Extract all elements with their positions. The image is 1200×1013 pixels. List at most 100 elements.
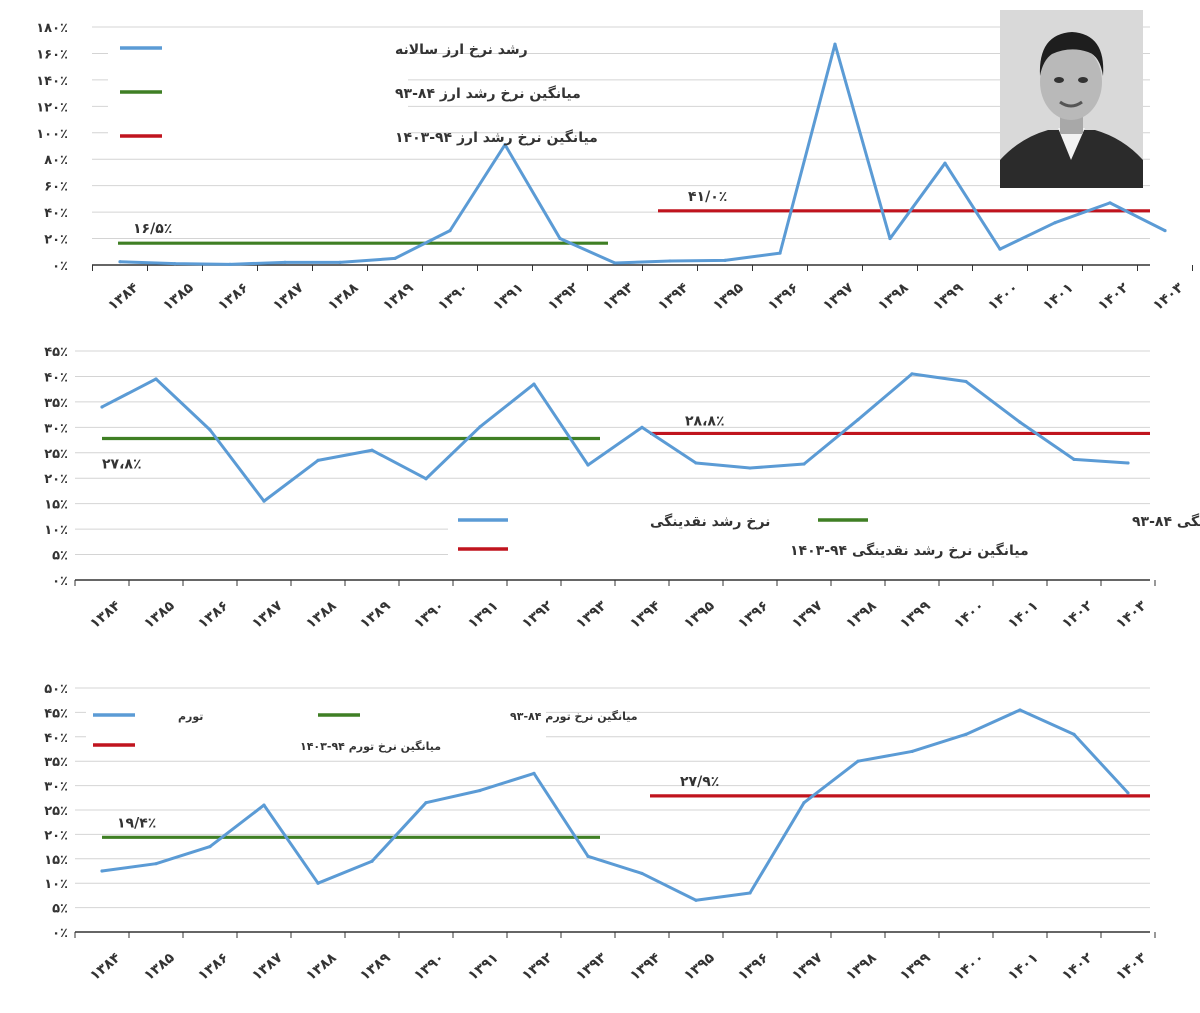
y-tick-label: ۴۵٪ [44, 345, 68, 360]
x-tick-label: ۱۳۹۴ [627, 598, 664, 633]
x-tick-label: ۱۳۸۸ [325, 280, 362, 315]
data-point [1018, 708, 1022, 712]
y-tick-label: ۶۰٪ [44, 180, 68, 195]
x-tick-label: ۱۳۹۰ [435, 280, 471, 314]
x-tick-label: ۱۳۹۳ [600, 280, 637, 315]
x-tick-label: ۱۳۹۸ [843, 598, 880, 633]
y-tick-label: ۳۰٪ [44, 780, 68, 795]
data-point [173, 262, 177, 266]
data-point [208, 845, 212, 849]
x-tick-label: ۱۳۸۹ [357, 598, 394, 633]
average-value-label: ۲۸،۸٪ [685, 413, 725, 429]
data-point [262, 803, 266, 807]
x-tick-label: ۱۳۹۱ [490, 280, 526, 314]
y-tick-label: ۱۲۰٪ [36, 100, 68, 115]
x-tick-label: ۱۳۹۷ [820, 280, 857, 315]
data-point [694, 461, 698, 465]
x-tick-label: ۱۳۹۰ [411, 950, 447, 984]
x-tick-label: ۱۳۸۸ [303, 950, 340, 985]
series-line [119, 42, 1166, 266]
x-tick-label: ۱۳۹۸ [875, 280, 912, 315]
data-point [723, 258, 727, 262]
x-tick-label: ۱۳۹۶ [735, 950, 771, 984]
data-point [532, 382, 536, 386]
data-point [964, 379, 968, 384]
average-value-label: ۴۱/۰٪ [688, 189, 727, 205]
data-point [586, 854, 590, 858]
average-value-label: ۱۹/۴٪ [117, 815, 156, 831]
x-tick-label: ۱۳۹۳ [573, 950, 610, 985]
y-tick-label: ۱۵٪ [44, 498, 68, 513]
data-point [833, 42, 837, 46]
y-tick-label: ۲۰٪ [44, 828, 68, 843]
legend-entry: میانگین نرخ رشد نقدینگی ۹۴-۱۴۰۳ [790, 542, 1029, 559]
data-point [154, 862, 158, 866]
x-tick-label: ۱۳۸۶ [195, 950, 231, 984]
y-tick-label: ۰٪ [52, 574, 68, 589]
y-tick-label: ۴۰٪ [44, 731, 68, 746]
legend-entry: میانگین نرخ تورم ۹۴-۱۴۰۳ [300, 740, 441, 753]
portrait-icon [1000, 10, 1143, 188]
x-tick-label: ۱۳۹۲ [545, 280, 582, 315]
y-tick-label: ۳۵٪ [44, 396, 68, 411]
data-point [393, 256, 397, 260]
data-point [283, 260, 287, 264]
x-tick-label: ۱۳۹۷ [789, 598, 826, 633]
average-value-label: ۲۷/۹٪ [680, 774, 719, 790]
x-tick-label: ۱۳۸۶ [215, 280, 251, 314]
data-point [613, 261, 617, 265]
y-tick-label: ۲۰٪ [44, 472, 68, 487]
data-point [778, 251, 782, 255]
portrait-photo [1000, 10, 1143, 188]
data-point [262, 499, 266, 503]
legend-entry: نرخ رشد نقدینگی [650, 513, 770, 530]
y-tick-label: ۴۰٪ [44, 370, 68, 385]
x-tick-label: ۱۳۹۲ [519, 598, 556, 633]
data-point [154, 377, 158, 381]
x-tick-label: ۱۳۹۱ [465, 950, 501, 984]
y-tick-label: ۱۶۰٪ [36, 47, 68, 62]
x-tick-label: ۱۳۹۲ [519, 950, 556, 985]
data-point [1072, 457, 1076, 461]
data-point [316, 881, 320, 885]
x-tick-label: ۱۴۰۱ [1005, 950, 1041, 984]
legend-entry: میانگین نرخ رشد ارز ۹۴-۱۴۰۳ [395, 129, 598, 146]
x-tick-label: ۱۳۹۰ [411, 598, 447, 632]
x-tick-label: ۱۴۰۰ [951, 598, 987, 632]
data-point [424, 801, 428, 805]
average-value-label: ۲۷،۸٪ [102, 457, 142, 473]
data-point [448, 229, 452, 233]
y-tick-label: ۱۰۰٪ [36, 127, 68, 142]
y-tick-label: ۴۰٪ [44, 206, 68, 221]
data-point [100, 869, 104, 873]
data-point [802, 462, 806, 466]
data-point [1018, 420, 1022, 424]
x-tick-label: ۱۳۹۱ [465, 598, 501, 632]
data-point [1053, 221, 1057, 225]
x-tick-label: ۱۳۹۵ [681, 950, 718, 985]
data-point [503, 143, 507, 147]
data-point [1126, 461, 1130, 465]
x-tick-label: ۱۳۸۵ [160, 280, 197, 315]
x-tick-label: ۱۴۰۳ [1113, 598, 1150, 633]
chart-panel-2: ۰٪ ۵٪ ۱۰٪ ۱۵٪ ۲۰٪ ۲۵٪ ۳۰٪ ۳۵٪ ۴۰٪ ۴۵٪ ۱۳۸۴ ۱۳۸۵ ۱۳۸۶… [44, 345, 1200, 632]
y-tick-label: ۵٪ [52, 549, 68, 564]
data-point [1126, 791, 1130, 795]
x-tick-label: ۱۳۸۸ [303, 598, 340, 633]
data-point [316, 458, 320, 463]
data-point [998, 247, 1002, 251]
x-tick-label: ۱۴۰۰ [951, 950, 987, 984]
data-point [586, 463, 590, 467]
y-tick-label: ۲۰٪ [44, 233, 68, 248]
y-tick-label: ۸۰٪ [44, 153, 68, 168]
legend-entry: میانگین نرخ رشد ارز ۸۴-۹۳ [395, 85, 581, 102]
x-tick-label: ۱۳۹۴ [655, 280, 692, 315]
data-point [228, 262, 232, 266]
y-tick-label: ۲۵٪ [44, 804, 68, 819]
x-tick-label: ۱۳۸۵ [141, 950, 178, 985]
y-tick-label: ۱۸۰٪ [36, 21, 68, 36]
data-point [1108, 201, 1112, 205]
x-tick-label: ۱۳۹۹ [897, 950, 934, 985]
x-tick-label: ۱۳۸۹ [380, 280, 417, 315]
y-tick-label: ۵۰٪ [44, 682, 68, 697]
